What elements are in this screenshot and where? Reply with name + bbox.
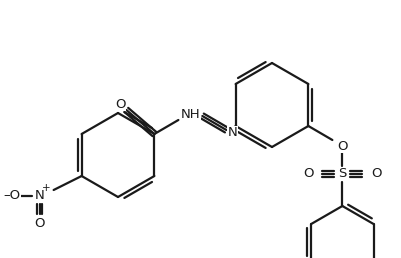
Text: O: O: [115, 98, 125, 110]
Text: N: N: [34, 189, 45, 203]
Text: NH: NH: [180, 108, 200, 120]
Text: O: O: [302, 167, 313, 181]
Text: –O: –O: [3, 189, 20, 203]
Text: N: N: [227, 126, 237, 140]
Text: O: O: [34, 217, 45, 230]
Text: O: O: [370, 167, 381, 181]
Text: S: S: [337, 167, 346, 181]
Text: +: +: [42, 183, 51, 193]
Text: O: O: [336, 140, 347, 152]
